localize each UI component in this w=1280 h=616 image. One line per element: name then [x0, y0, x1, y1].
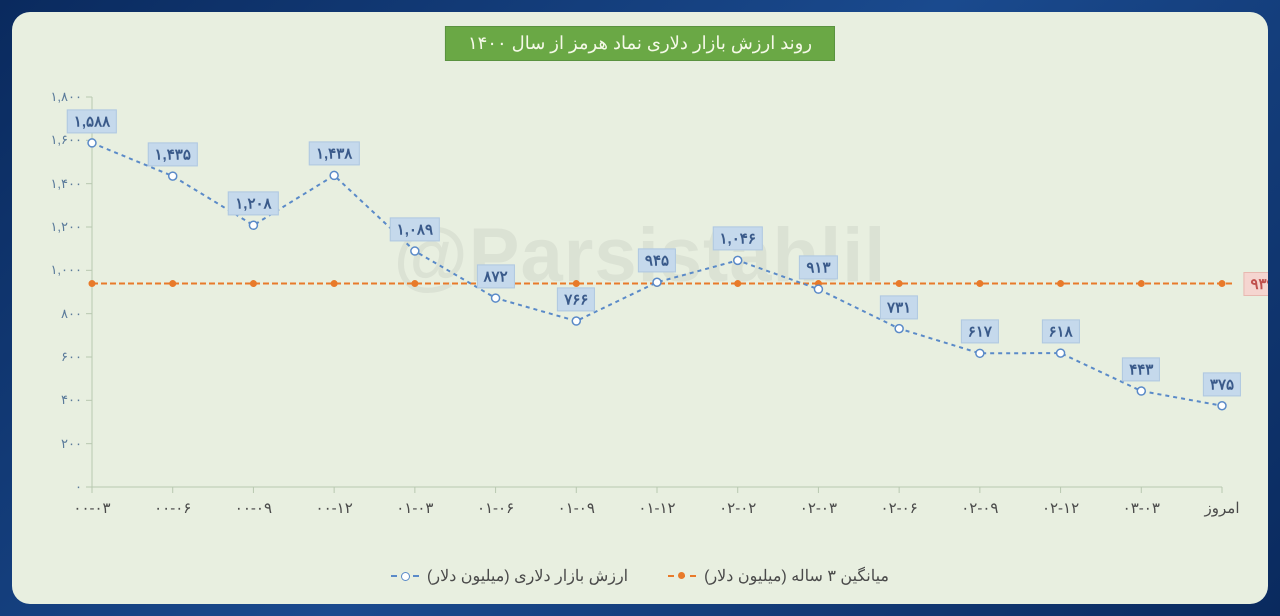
x-axis-label: ۰۰-۰۹	[235, 499, 272, 517]
data-point-label: ۱,۴۳۸	[309, 142, 359, 166]
y-axis-label: ۱,۴۰۰	[50, 176, 82, 192]
data-point-label: ۳۷۵	[1203, 372, 1241, 396]
y-axis-label: ۲۰۰	[61, 436, 82, 452]
data-point-label: ۷۳۱	[880, 295, 918, 319]
x-axis-label: ۰۲-۰۳	[800, 499, 837, 517]
data-point-label: ۷۶۶	[557, 287, 595, 311]
avg-end-label: ۹۳۹	[1243, 272, 1268, 296]
x-axis-label: ۰۱-۰۳	[396, 499, 433, 517]
data-point-label: ۱,۰۸۹	[390, 217, 440, 241]
x-axis-label: ۰۲-۰۶	[881, 499, 918, 517]
data-point-label: ۱,۵۸۸	[67, 109, 117, 133]
x-axis-label: ۰۱-۰۹	[558, 499, 595, 517]
legend-label-mv: ارزش بازار دلاری (میلیون دلار)	[427, 566, 628, 586]
y-axis-label: ۴۰۰	[61, 392, 82, 408]
data-point-label: ۹۱۳	[799, 256, 837, 280]
x-axis-label: ۰۳-۰۳	[1123, 499, 1160, 517]
y-axis-label: ۱,۰۰۰	[50, 262, 82, 278]
y-axis-label: ۸۰۰	[61, 306, 82, 322]
data-point-label: ۱,۲۰۸	[228, 192, 278, 216]
data-point-label: ۶۱۸	[1041, 319, 1079, 343]
y-axis-label: ۶۰۰	[61, 349, 82, 365]
x-axis-label: ۰۲-۰۲	[719, 499, 756, 517]
legend: میانگین ۳ ساله (میلیون دلار) ارزش بازار …	[12, 566, 1268, 586]
y-axis-label: ۱,۲۰۰	[50, 219, 82, 235]
data-point-label: ۴۴۳	[1122, 357, 1160, 381]
data-point-label: ۹۴۵	[638, 249, 676, 273]
outer-frame: روند ارزش بازار دلاری نماد هرمز از سال ۱…	[0, 0, 1280, 616]
x-axis-label: ۰۲-۰۹	[961, 499, 998, 517]
data-point-label: ۶۱۷	[961, 320, 999, 344]
x-axis-label: ۰۰-۰۶	[154, 499, 191, 517]
legend-item-avg: میانگین ۳ ساله (میلیون دلار)	[668, 566, 889, 586]
x-axis-label: ۰۲-۱۲	[1042, 499, 1079, 517]
y-axis-label: ۰	[75, 479, 82, 495]
y-axis-label: ۱,۸۰۰	[50, 89, 82, 105]
data-point-label: ۸۷۲	[476, 264, 514, 288]
x-axis-label: امروز	[1205, 499, 1240, 517]
x-axis-label: ۰۰-۰۳	[73, 499, 110, 517]
legend-item-mv: ارزش بازار دلاری (میلیون دلار)	[391, 566, 628, 586]
y-axis-label: ۱,۶۰۰	[50, 132, 82, 148]
x-axis-label: ۰۱-۱۲	[638, 499, 675, 517]
x-axis-label: ۰۰-۱۲	[316, 499, 353, 517]
x-axis-label: ۰۱-۰۶	[477, 499, 514, 517]
chart-panel: روند ارزش بازار دلاری نماد هرمز از سال ۱…	[12, 12, 1268, 604]
legend-label-avg: میانگین ۳ ساله (میلیون دلار)	[704, 566, 889, 586]
data-point-label: ۱,۰۴۶	[713, 227, 763, 251]
data-point-label: ۱,۴۳۵	[148, 142, 198, 166]
